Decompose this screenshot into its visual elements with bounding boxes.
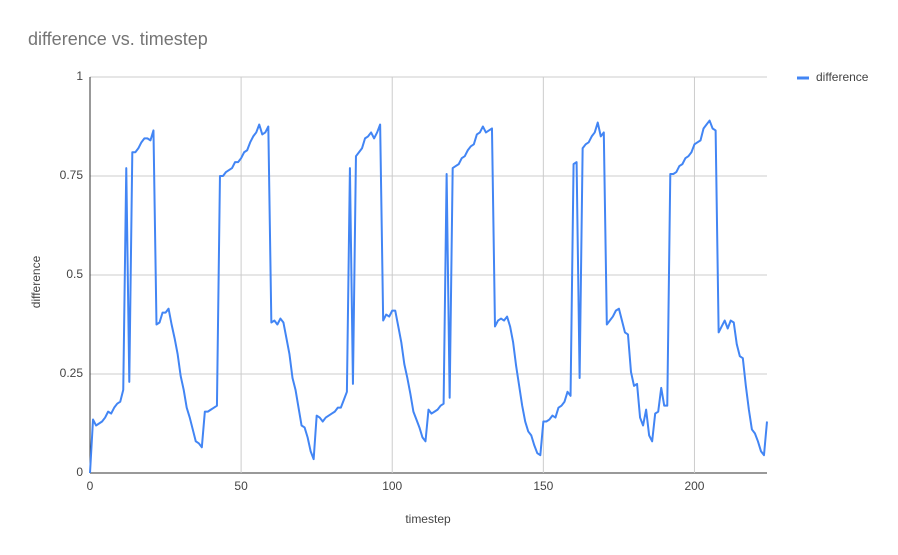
y-tick-label: 0.5 — [66, 267, 83, 281]
x-tick-label: 0 — [87, 479, 94, 493]
chart-title: difference vs. timestep — [28, 29, 208, 49]
x-tick-label: 50 — [234, 479, 248, 493]
y-tick-label: 0 — [76, 465, 83, 479]
y-tick-label: 1 — [76, 69, 83, 83]
x-tick-label: 100 — [382, 479, 402, 493]
data-line — [89, 119, 768, 474]
x-axis-title: timestep — [405, 512, 451, 526]
x-tick-label: 150 — [533, 479, 553, 493]
legend-label: difference — [816, 70, 869, 84]
y-tick-label: 0.25 — [60, 366, 84, 380]
x-tick-label: 200 — [684, 479, 704, 493]
y-axis-title: difference — [29, 255, 43, 308]
y-tick-label: 0.75 — [60, 168, 84, 182]
